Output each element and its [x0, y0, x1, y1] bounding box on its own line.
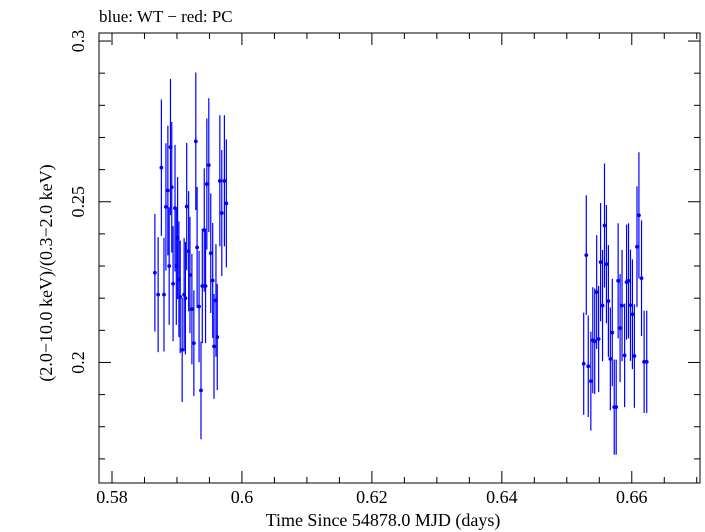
y-axis-label: (2.0−10.0 keV)/(0.3−2.0 keV)	[36, 164, 57, 381]
data-point	[604, 262, 609, 267]
data-point	[219, 211, 224, 215]
data-point	[628, 303, 633, 308]
data-point	[171, 281, 175, 286]
data-point	[184, 204, 189, 209]
data-point	[626, 278, 631, 283]
x-axis-label: Time Since 54878.0 MJD (days)	[266, 510, 501, 531]
series-wt	[152, 72, 649, 455]
data-point	[622, 353, 627, 358]
data-point	[204, 182, 209, 186]
data-point	[635, 244, 639, 249]
data-point	[197, 304, 201, 309]
data-point	[195, 245, 200, 250]
data-point	[152, 270, 157, 275]
data-point	[212, 344, 216, 349]
data-point	[602, 223, 607, 228]
data-point	[222, 178, 227, 183]
y-axis: 0.2 0.25 0.3	[68, 30, 700, 460]
x-tick-label: 0.6	[231, 487, 254, 507]
data-point	[208, 251, 213, 256]
data-point	[581, 361, 586, 366]
x-tick-label: 0.64	[486, 487, 518, 507]
data-point	[169, 185, 174, 190]
plot-frame	[98, 32, 701, 484]
data-point	[588, 379, 593, 384]
data-point	[618, 326, 622, 330]
y-tick-label: 0.2	[68, 351, 88, 374]
data-point	[215, 335, 220, 339]
y-tick-label: 0.3	[68, 30, 88, 53]
x-tick-label: 0.58	[96, 487, 128, 507]
data-point	[642, 359, 647, 364]
data-point	[598, 260, 603, 265]
data-point	[614, 405, 619, 410]
data-point	[199, 388, 203, 393]
data-point	[592, 339, 597, 344]
data-point	[594, 290, 599, 294]
data-point	[180, 348, 185, 352]
data-point	[224, 201, 229, 206]
data-point	[165, 188, 170, 193]
data-point	[606, 299, 611, 303]
x-tick-label: 0.62	[356, 487, 388, 507]
data-point	[183, 296, 188, 301]
data-point	[584, 253, 589, 258]
data-point	[639, 276, 644, 281]
data-point	[596, 337, 601, 341]
data-point	[190, 307, 194, 312]
data-point	[620, 303, 624, 308]
data-point	[191, 341, 196, 346]
y-tick-label: 0.25	[68, 186, 88, 218]
data-point	[210, 278, 215, 283]
data-point	[178, 294, 183, 299]
data-point	[630, 312, 635, 317]
data-point	[616, 278, 621, 283]
data-point	[217, 178, 222, 183]
data-point	[206, 163, 211, 168]
x-axis: 0.58 0.6 0.62 0.64 0.66	[96, 33, 698, 507]
data-point	[162, 292, 166, 297]
data-point	[159, 165, 164, 170]
data-point	[156, 292, 161, 297]
data-point	[608, 357, 613, 361]
data-point	[600, 303, 605, 308]
data-point	[203, 284, 208, 288]
data-point	[586, 364, 591, 369]
data-point	[188, 273, 192, 277]
data-point	[164, 204, 168, 209]
x-tick-label: 0.66	[616, 487, 648, 507]
data-point	[193, 139, 198, 144]
data-point	[644, 359, 649, 364]
data-point	[167, 264, 172, 268]
chart-title: blue: WT − red: PC	[99, 7, 233, 26]
data-point	[610, 330, 615, 335]
data-point	[200, 284, 205, 288]
data-point	[632, 354, 637, 358]
data-point	[637, 213, 641, 218]
